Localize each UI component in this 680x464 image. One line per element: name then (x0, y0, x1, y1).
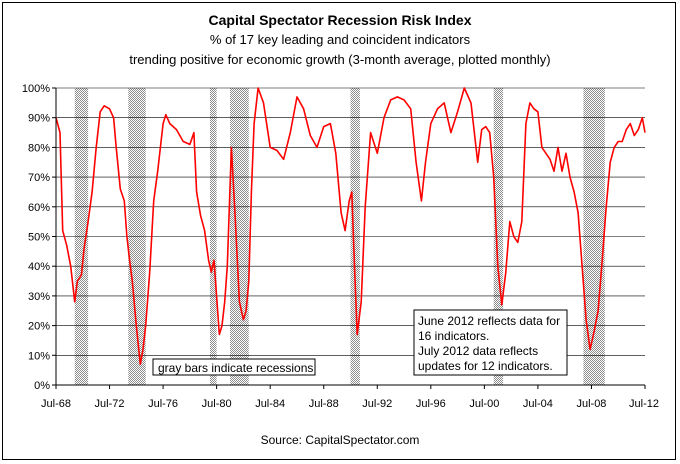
y-tick-label-1: 10% (28, 350, 50, 362)
x-tick-label-9: Jul-04 (523, 398, 553, 410)
y-tick-label-0: 0% (34, 380, 50, 392)
y-tick-label-8: 80% (28, 142, 50, 154)
x-tick-label-1: Jul-72 (95, 398, 125, 410)
data-note: June 2012 reflects data for 16 indicator… (413, 309, 568, 376)
chart-title: Capital Spectator Recession Risk Index (208, 12, 472, 28)
chart-frame (2, 2, 676, 460)
x-tick-label-5: Jul-88 (309, 398, 339, 410)
data-note-line-2: 16 indicators. (418, 329, 489, 343)
data-note-line-4: updates for 12 indicators. (418, 359, 553, 373)
data-note-line-3: July 2012 data reflects (418, 344, 538, 358)
y-tick-label-9: 90% (28, 113, 50, 125)
y-tick-label-6: 60% (28, 202, 50, 214)
x-tick-label-6: Jul-92 (362, 398, 392, 410)
x-tick-label-4: Jul-84 (255, 398, 285, 410)
y-tick-label-7: 70% (28, 172, 50, 184)
y-tick-label-4: 40% (28, 261, 50, 273)
x-tick-label-8: Jul-00 (469, 398, 499, 410)
x-tick-label-11: Jul-12 (629, 398, 659, 410)
axes: 0% 10% 20% 30% 40% 50% 60% 70% 80% 90% 100% Jul-68 J… (22, 83, 659, 410)
y-tick-label-2: 20% (28, 321, 50, 333)
recession-note-text: gray bars indicate recessions (158, 361, 313, 375)
y-tick-label-3: 30% (28, 291, 50, 303)
chart-source: Source: CapitalSpectator.com (260, 433, 420, 447)
x-tick-label-7: Jul-96 (416, 398, 446, 410)
chart-subtitle-line-1: % of 17 key leading and coincident indic… (209, 32, 471, 47)
y-tick-label-5: 50% (28, 232, 50, 244)
data-note-box (413, 309, 568, 376)
chart-subtitle-line-2: trending positive for economic growth (3… (129, 52, 551, 67)
gridlines (56, 87, 645, 356)
series-layer (55, 87, 646, 366)
y-tick-label-10: 100% (22, 83, 50, 95)
x-tick-label-2: Jul-76 (148, 398, 178, 410)
recession-note: gray bars indicate recessions (152, 358, 316, 376)
series-line-0 (55, 87, 646, 366)
recession-note-box (152, 358, 316, 376)
x-tick-label-3: Jul-80 (202, 398, 232, 410)
x-tick-label-10: Jul-08 (576, 398, 606, 410)
data-note-line-1: June 2012 reflects data for (418, 314, 560, 328)
x-tick-label-0: Jul-68 (41, 398, 71, 410)
